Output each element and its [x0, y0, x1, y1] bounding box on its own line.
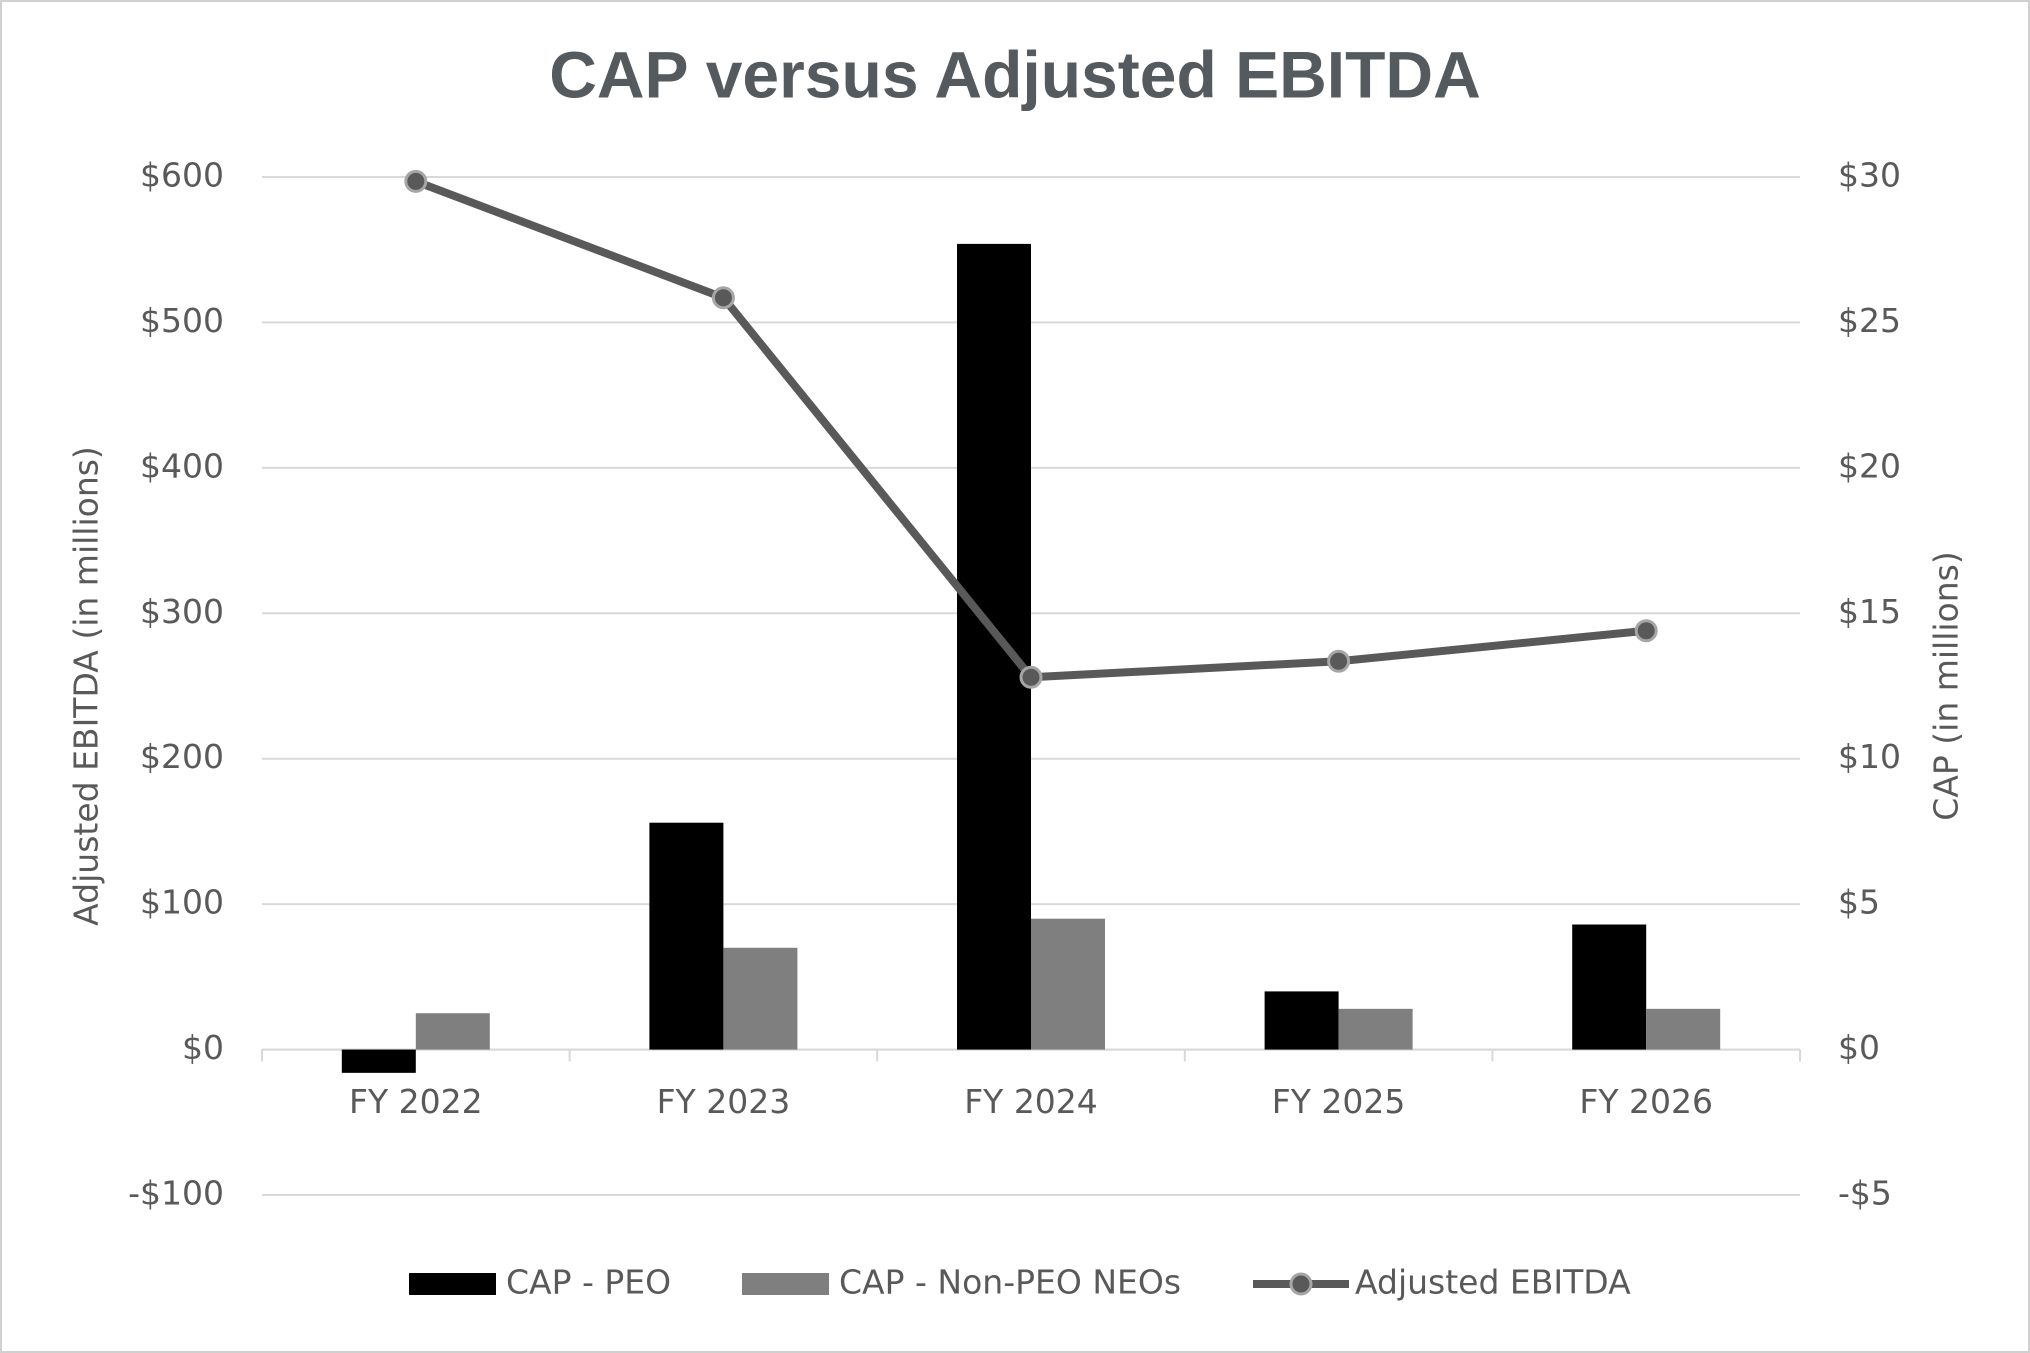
- y-tick-label: $200: [140, 737, 224, 776]
- y-tick-label: $300: [140, 592, 224, 631]
- line-marker: [1327, 649, 1351, 673]
- y2-tick-label: $30: [1838, 156, 1901, 195]
- bar: [341, 1049, 416, 1073]
- line-marker: [711, 286, 735, 310]
- y-tick-label: $100: [140, 883, 224, 922]
- y2-tick-label: $5: [1838, 883, 1880, 922]
- y-tick-label: $500: [140, 301, 224, 340]
- x-tick-label: FY 2023: [657, 1082, 791, 1121]
- y-tick-label: $0: [182, 1028, 224, 1067]
- y2-axis-title: CAP (in millions): [1927, 551, 1966, 820]
- bar: [415, 1013, 490, 1050]
- bar: [1646, 1008, 1721, 1050]
- legend-label: Adjusted EBITDA: [1355, 1263, 1631, 1302]
- legend-label: CAP - PEO: [506, 1263, 671, 1302]
- bar: [649, 822, 724, 1050]
- x-tick-label: FY 2026: [1579, 1082, 1713, 1121]
- legend-swatch: [409, 1273, 496, 1295]
- chart-title: CAP versus Adjusted EBITDA: [549, 37, 1481, 111]
- y2-tick-label: $10: [1838, 737, 1901, 776]
- legend-swatch: [742, 1273, 829, 1295]
- line-marker: [1634, 619, 1658, 643]
- x-tick-label: FY 2025: [1272, 1082, 1406, 1121]
- y-tick-label: $400: [140, 446, 224, 485]
- legend-label: CAP - Non-PEO NEOs: [839, 1263, 1181, 1302]
- bar: [957, 243, 1031, 1050]
- x-tick-label: FY 2022: [349, 1082, 483, 1121]
- y2-tick-label: -$5: [1838, 1174, 1892, 1213]
- y2-tick-label: $15: [1838, 592, 1901, 631]
- y-tick-label: -$100: [128, 1174, 224, 1213]
- bar: [1338, 1008, 1413, 1050]
- y2-tick-label: $20: [1838, 446, 1901, 485]
- legend-marker: [1289, 1272, 1313, 1296]
- y2-tick-label: $0: [1838, 1028, 1880, 1067]
- line-marker: [404, 169, 428, 193]
- bar: [1572, 924, 1647, 1050]
- x-tick-label: FY 2024: [964, 1082, 1098, 1121]
- bar: [723, 947, 798, 1050]
- y-axis-title: Adjusted EBITDA (in millions): [67, 446, 106, 926]
- y2-tick-label: $25: [1838, 301, 1901, 340]
- y-tick-label: $600: [140, 156, 224, 195]
- bar: [1264, 991, 1339, 1050]
- line-marker: [1019, 665, 1043, 689]
- bar: [1031, 918, 1105, 1050]
